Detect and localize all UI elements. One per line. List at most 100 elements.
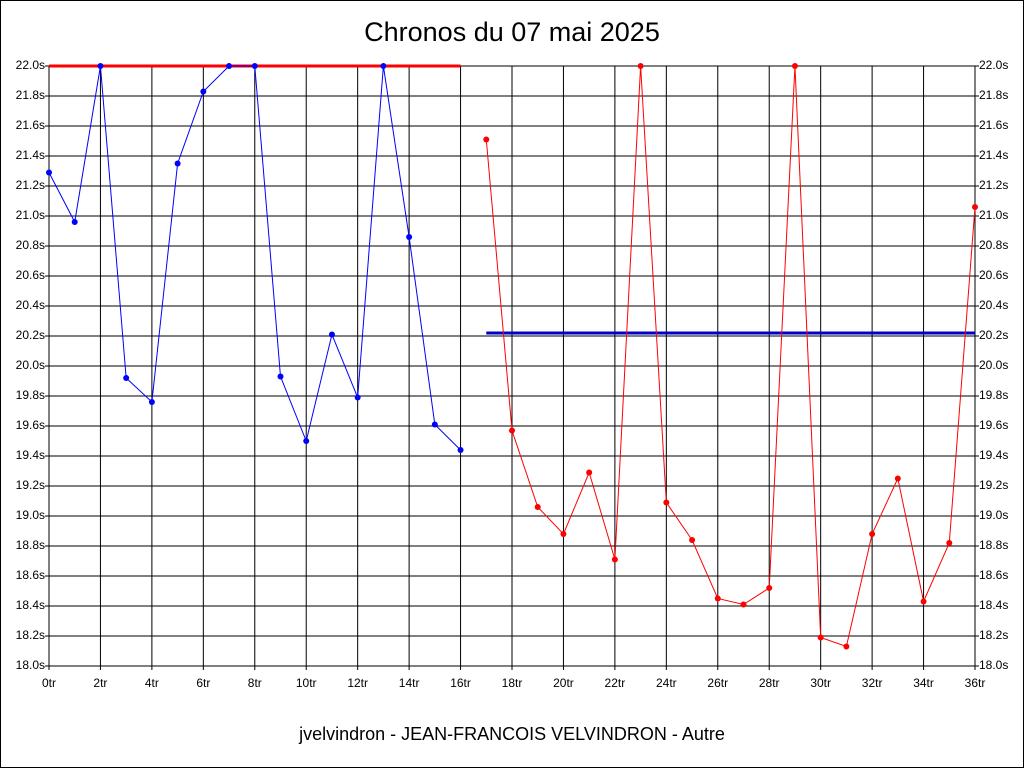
y-tick-label: 19.8s <box>16 388 45 402</box>
y-tick-label: 18.6s <box>16 568 45 582</box>
y2-tick-label: 20.2s <box>979 328 1008 342</box>
y-tick-label: 20.0s <box>16 358 45 372</box>
y-tick-label: 20.4s <box>16 298 45 312</box>
data-point <box>817 634 824 641</box>
y-tick-label: 20.2s <box>16 328 45 342</box>
data-point <box>972 204 978 210</box>
data-point <box>791 63 798 69</box>
data-point <box>663 499 670 506</box>
data-point <box>71 219 78 225</box>
y-tick-label: 19.4s <box>16 448 45 462</box>
y2-tick-label: 21.8s <box>979 88 1008 102</box>
y-tick-label: 21.0s <box>16 208 45 222</box>
data-point <box>611 556 618 563</box>
x-tick-label: 20tr <box>553 676 574 690</box>
plot <box>46 63 978 650</box>
data-point <box>200 88 207 95</box>
x-tick-label: 8tr <box>248 676 262 690</box>
y-tick-label: 21.6s <box>16 118 45 132</box>
x-tick-label: 24tr <box>656 676 677 690</box>
data-point <box>509 427 515 434</box>
data-point <box>277 373 284 380</box>
data-point <box>689 537 696 543</box>
chart-title: Chronos du 07 mai 2025 <box>364 17 660 47</box>
x-tick-label: 16tr <box>450 676 471 690</box>
y2-tick-label: 19.6s <box>979 418 1008 432</box>
data-point <box>714 595 721 602</box>
y-tick-label: 20.8s <box>16 238 45 252</box>
data-point <box>534 504 541 510</box>
y2-tick-label: 18.6s <box>979 568 1008 582</box>
data-point <box>586 469 593 476</box>
y-tick-label: 18.0s <box>16 658 45 672</box>
data-point <box>303 438 310 444</box>
y2-tick-label: 22.0s <box>979 58 1008 72</box>
y2-tick-label: 18.8s <box>979 538 1008 552</box>
data-point <box>869 531 876 537</box>
data-point <box>226 63 233 69</box>
data-point <box>431 421 438 428</box>
chart-footer: jvelvindron - JEAN-FRANCOIS VELVINDRON -… <box>298 724 725 744</box>
y-tick-label: 18.2s <box>16 628 45 642</box>
y2-tick-label: 20.6s <box>979 268 1008 282</box>
y2-tick-label: 18.2s <box>979 628 1008 642</box>
data-point <box>920 598 927 605</box>
y2-tick-label: 21.0s <box>979 208 1008 222</box>
y-tick-label: 22.0s <box>16 58 45 72</box>
data-point <box>483 136 490 143</box>
y2-tick-label: 21.2s <box>979 178 1008 192</box>
y2-tick-label: 21.6s <box>979 118 1008 132</box>
grid: 18.0s 18.0s 18.2s 18.2s 18.4s 18.4s 18.6s 18.6s… <box>16 58 1009 690</box>
y2-tick-label: 18.0s <box>979 658 1008 672</box>
series-line <box>485 65 976 648</box>
x-tick-label: 4tr <box>145 676 159 690</box>
y-tick-label: 18.4s <box>16 598 45 612</box>
y-tick-label: 21.2s <box>16 178 45 192</box>
data-point <box>406 234 413 240</box>
y-tick-label: 19.0s <box>16 508 45 522</box>
x-tick-label: 10tr <box>296 676 317 690</box>
y-tick-label: 20.6s <box>16 268 45 282</box>
data-point <box>46 169 52 176</box>
y-tick-label: 18.8s <box>16 538 45 552</box>
data-point <box>894 475 901 482</box>
data-point <box>843 643 850 650</box>
data-point <box>174 160 181 167</box>
data-point <box>148 399 155 405</box>
x-tick-label: 6tr <box>196 676 210 690</box>
x-tick-label: 32tr <box>862 676 883 690</box>
y2-tick-label: 21.4s <box>979 148 1008 162</box>
y2-tick-label: 19.8s <box>979 388 1008 402</box>
x-tick-label: 2tr <box>93 676 107 690</box>
y-tick-label: 21.8s <box>16 88 45 102</box>
x-tick-label: 18tr <box>502 676 523 690</box>
y2-tick-label: 19.4s <box>979 448 1008 462</box>
y2-tick-label: 19.2s <box>979 478 1008 492</box>
x-tick-label: 26tr <box>707 676 728 690</box>
y2-tick-label: 18.4s <box>979 598 1008 612</box>
data-point <box>946 540 953 546</box>
data-point <box>354 394 361 401</box>
data-point <box>740 601 747 608</box>
x-tick-label: 14tr <box>399 676 420 690</box>
y-tick-label: 21.4s <box>16 148 45 162</box>
data-point <box>457 447 464 453</box>
data-point <box>560 531 567 537</box>
x-tick-label: 28tr <box>759 676 780 690</box>
x-tick-label: 30tr <box>810 676 831 690</box>
data-point <box>251 63 258 69</box>
x-tick-label: 22tr <box>605 676 626 690</box>
data-point <box>97 63 104 69</box>
x-tick-label: 0tr <box>42 676 56 690</box>
y2-tick-label: 20.8s <box>979 238 1008 252</box>
x-tick-label: 34tr <box>913 676 934 690</box>
data-point <box>328 331 335 338</box>
data-point <box>123 375 130 381</box>
y2-tick-label: 20.0s <box>979 358 1008 372</box>
y2-tick-label: 19.0s <box>979 508 1008 522</box>
y-tick-label: 19.6s <box>16 418 45 432</box>
y2-tick-label: 20.4s <box>979 298 1008 312</box>
data-point <box>380 63 387 69</box>
